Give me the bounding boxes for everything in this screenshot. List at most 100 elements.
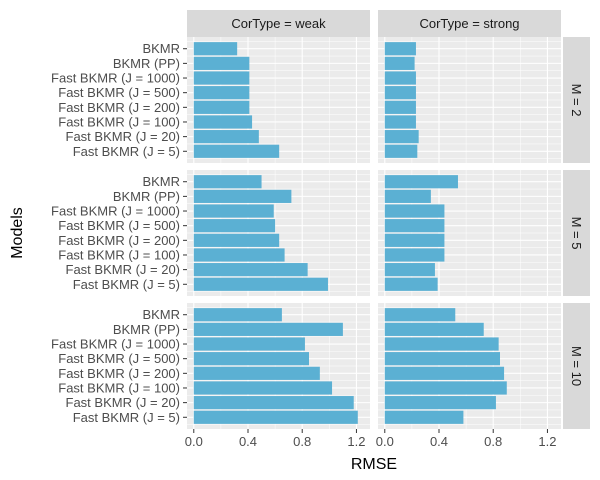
- x-tick-label: 1.2: [347, 434, 365, 449]
- bar-fast-bkmr-j-500: [193, 86, 250, 100]
- bar-fast-bkmr-j-5: [384, 144, 418, 158]
- bar-fast-bkmr-j-5: [193, 277, 328, 291]
- bar-bkmr-pp: [384, 189, 431, 203]
- bar-fast-bkmr-j-1000: [384, 204, 445, 218]
- bar-fast-bkmr-j-500: [193, 219, 276, 233]
- strip-label-col-strong: CorType = strong: [419, 16, 519, 31]
- y-tick-label: BKMR: [142, 174, 180, 189]
- bar-fast-bkmr-j-5: [384, 410, 464, 424]
- panel-r2-c0: [187, 303, 370, 429]
- bar-fast-bkmr-j-1000: [193, 337, 305, 351]
- bar-bkmr-pp: [193, 56, 250, 70]
- y-tick-label: Fast BKMR (J = 500): [58, 85, 180, 100]
- y-tick-label: Fast BKMR (J = 100): [58, 380, 180, 395]
- bar-fast-bkmr-j-500: [384, 86, 416, 100]
- bar-fast-bkmr-j-20: [384, 130, 419, 144]
- bar-fast-bkmr-j-20: [193, 130, 259, 144]
- strip-row-m2: [563, 37, 590, 163]
- y-tick-label: Fast BKMR (J = 1000): [51, 337, 180, 352]
- strip-col-strong: [378, 10, 561, 37]
- y-tick-label: Fast BKMR (J = 20): [66, 262, 181, 277]
- y-tick-label: Fast BKMR (J = 5): [73, 410, 180, 425]
- bar-fast-bkmr-j-100: [384, 248, 445, 262]
- bar-bkmr-pp: [193, 189, 292, 203]
- strip-label-row-m2: M = 2: [569, 84, 584, 117]
- bar-bkmr: [193, 175, 262, 189]
- y-tick-label: Fast BKMR (J = 5): [73, 277, 180, 292]
- bar-fast-bkmr-j-1000: [193, 71, 250, 85]
- bar-fast-bkmr-j-100: [193, 248, 285, 262]
- bar-fast-bkmr-j-200: [384, 100, 416, 114]
- panels-group: [187, 37, 561, 429]
- bar-fast-bkmr-j-200: [193, 233, 280, 247]
- bar-fast-bkmr-j-5: [193, 144, 280, 158]
- bar-fast-bkmr-j-20: [384, 263, 435, 277]
- strip-row-m10: [563, 303, 590, 429]
- strip-label-row-m5: M = 5: [569, 217, 584, 250]
- y-tick-label: Fast BKMR (J = 500): [58, 351, 180, 366]
- x-tick-label: 0.0: [376, 434, 394, 449]
- bar-fast-bkmr-j-100: [384, 115, 416, 129]
- x-axis-group: 0.0 0.4 0.8 1.2 0.0 0.4 0.8 1.2: [185, 429, 556, 449]
- x-tick-label: 0.0: [185, 434, 203, 449]
- bar-fast-bkmr-j-200: [384, 366, 505, 380]
- bar-fast-bkmr-j-5: [384, 277, 438, 291]
- y-tick-label: BKMR (PP): [113, 56, 180, 71]
- bar-bkmr: [384, 308, 456, 322]
- y-tick-label: Fast BKMR (J = 1000): [51, 204, 180, 219]
- bar-bkmr: [384, 175, 458, 189]
- bar-fast-bkmr-j-100: [193, 115, 253, 129]
- bar-bkmr-pp: [384, 322, 484, 336]
- y-tick-label: Fast BKMR (J = 200): [58, 100, 180, 115]
- bar-fast-bkmr-j-500: [193, 352, 309, 366]
- bar-bkmr: [193, 308, 282, 322]
- bar-fast-bkmr-j-20: [193, 396, 354, 410]
- bar-fast-bkmr-j-500: [384, 219, 445, 233]
- strip-label-col-weak: CorType = weak: [231, 16, 326, 31]
- bar-bkmr: [193, 42, 238, 56]
- y-tick-label: Fast BKMR (J = 1000): [51, 71, 180, 86]
- bar-bkmr: [384, 42, 416, 56]
- bar-fast-bkmr-j-200: [193, 366, 320, 380]
- bar-bkmr-pp: [193, 322, 343, 336]
- y-tick-label: BKMR: [142, 41, 180, 56]
- x-tick-label: 0.8: [484, 434, 502, 449]
- y-tick-label: Fast BKMR (J = 20): [66, 129, 181, 144]
- bar-fast-bkmr-j-20: [384, 396, 496, 410]
- y-tick-label: Fast BKMR (J = 100): [58, 247, 180, 262]
- strip-label-row-m10: M = 10: [569, 346, 584, 386]
- y-tick-label: Fast BKMR (J = 100): [58, 114, 180, 129]
- panel-r1-c0: [187, 170, 370, 296]
- y-tick-label: Fast BKMR (J = 5): [73, 144, 180, 159]
- y-tick-label: Fast BKMR (J = 200): [58, 366, 180, 381]
- panel-r2-c1: [378, 303, 561, 429]
- bar-fast-bkmr-j-1000: [384, 337, 499, 351]
- bar-bkmr-pp: [384, 56, 415, 70]
- y-tick-label: BKMR (PP): [113, 189, 180, 204]
- bar-fast-bkmr-j-100: [193, 381, 333, 395]
- y-axis-title: Models: [9, 207, 26, 259]
- bar-fast-bkmr-j-1000: [384, 71, 416, 85]
- panel-r0-c1: [378, 37, 561, 163]
- bar-fast-bkmr-j-500: [384, 352, 500, 366]
- x-tick-label: 0.4: [430, 434, 448, 449]
- y-tick-label: BKMR (PP): [113, 322, 180, 337]
- panel-r0-c0: [187, 37, 370, 163]
- bar-fast-bkmr-j-5: [193, 410, 358, 424]
- x-tick-label: 1.2: [538, 434, 556, 449]
- strip-col-weak: [187, 10, 370, 37]
- bar-fast-bkmr-j-20: [193, 263, 308, 277]
- y-tick-label: BKMR: [142, 307, 180, 322]
- bar-fast-bkmr-j-100: [384, 381, 507, 395]
- x-tick-label: 0.4: [239, 434, 257, 449]
- y-tick-label: Fast BKMR (J = 200): [58, 233, 180, 248]
- x-tick-label: 0.8: [293, 434, 311, 449]
- strip-row-m5: [563, 170, 590, 296]
- bar-fast-bkmr-j-200: [384, 233, 445, 247]
- panel-r1-c1: [378, 170, 561, 296]
- x-axis-title: RMSE: [351, 456, 397, 473]
- bar-fast-bkmr-j-200: [193, 100, 250, 114]
- bar-fast-bkmr-j-1000: [193, 204, 274, 218]
